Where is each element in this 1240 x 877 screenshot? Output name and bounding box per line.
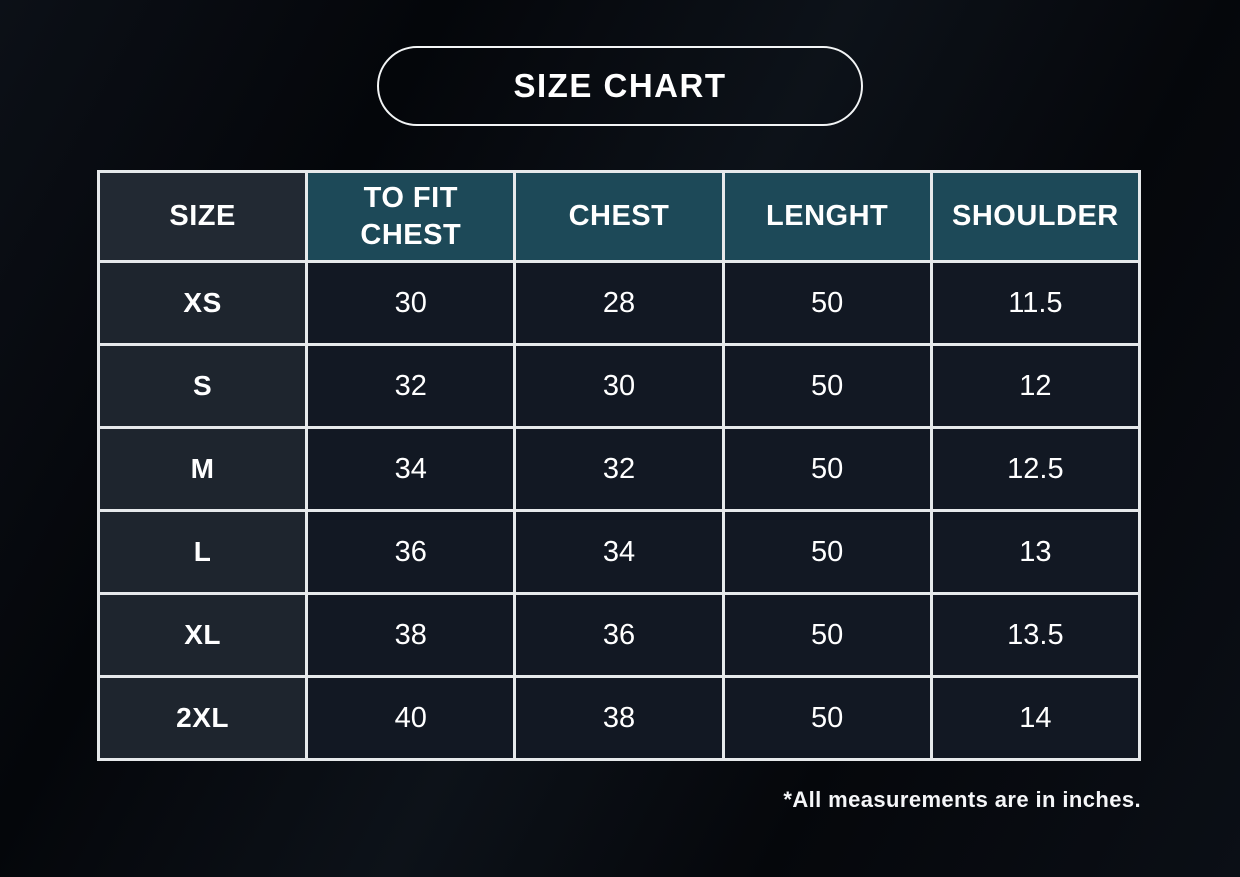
table-row: XS 30 28 50 11.5 [96,260,1142,346]
page-title: SIZE CHART [513,67,727,104]
table-row: 2XL 40 38 50 14 [96,675,1142,761]
shoulder-cell: 14 [929,675,1142,761]
to-fit-chest-cell: 38 [305,592,517,678]
chest-cell: 32 [513,426,725,512]
lenght-cell: 50 [721,675,933,761]
size-chart-title-badge: SIZE CHART [377,46,863,126]
table-row: M 34 32 50 12.5 [96,426,1142,512]
column-header-chest: CHEST [513,170,725,263]
column-header-to-fit-chest: TO FIT CHEST [305,170,517,263]
table-row: S 32 30 50 12 [96,343,1142,429]
size-label-cell: L [96,509,309,595]
to-fit-chest-cell: 40 [305,675,517,761]
size-label-cell: M [96,426,309,512]
shoulder-cell: 12 [929,343,1142,429]
column-header-size: SIZE [96,170,309,263]
size-label-cell: XS [96,260,309,346]
size-label-cell: 2XL [96,675,309,761]
table-header-row: SIZE TO FIT CHEST CHEST LENGHT SHOULDER [96,170,1142,263]
chest-cell: 34 [513,509,725,595]
chest-cell: 38 [513,675,725,761]
column-header-lenght: LENGHT [721,170,933,263]
to-fit-chest-cell: 32 [305,343,517,429]
to-fit-chest-cell: 34 [305,426,517,512]
lenght-cell: 50 [721,260,933,346]
chest-cell: 30 [513,343,725,429]
column-header-shoulder: SHOULDER [929,170,1142,263]
shoulder-cell: 12.5 [929,426,1142,512]
lenght-cell: 50 [721,592,933,678]
chest-cell: 36 [513,592,725,678]
table-row: L 36 34 50 13 [96,509,1142,595]
lenght-cell: 50 [721,426,933,512]
shoulder-cell: 13 [929,509,1142,595]
size-label-cell: XL [96,592,309,678]
to-fit-chest-cell: 36 [305,509,517,595]
to-fit-chest-cell: 30 [305,260,517,346]
table-row: XL 38 36 50 13.5 [96,592,1142,678]
size-chart-table: SIZE TO FIT CHEST CHEST LENGHT SHOULDER … [96,170,1142,761]
shoulder-cell: 11.5 [929,260,1142,346]
lenght-cell: 50 [721,343,933,429]
measurements-footnote: *All measurements are in inches. [783,787,1141,812]
shoulder-cell: 13.5 [929,592,1142,678]
size-label-cell: S [96,343,309,429]
lenght-cell: 50 [721,509,933,595]
chest-cell: 28 [513,260,725,346]
